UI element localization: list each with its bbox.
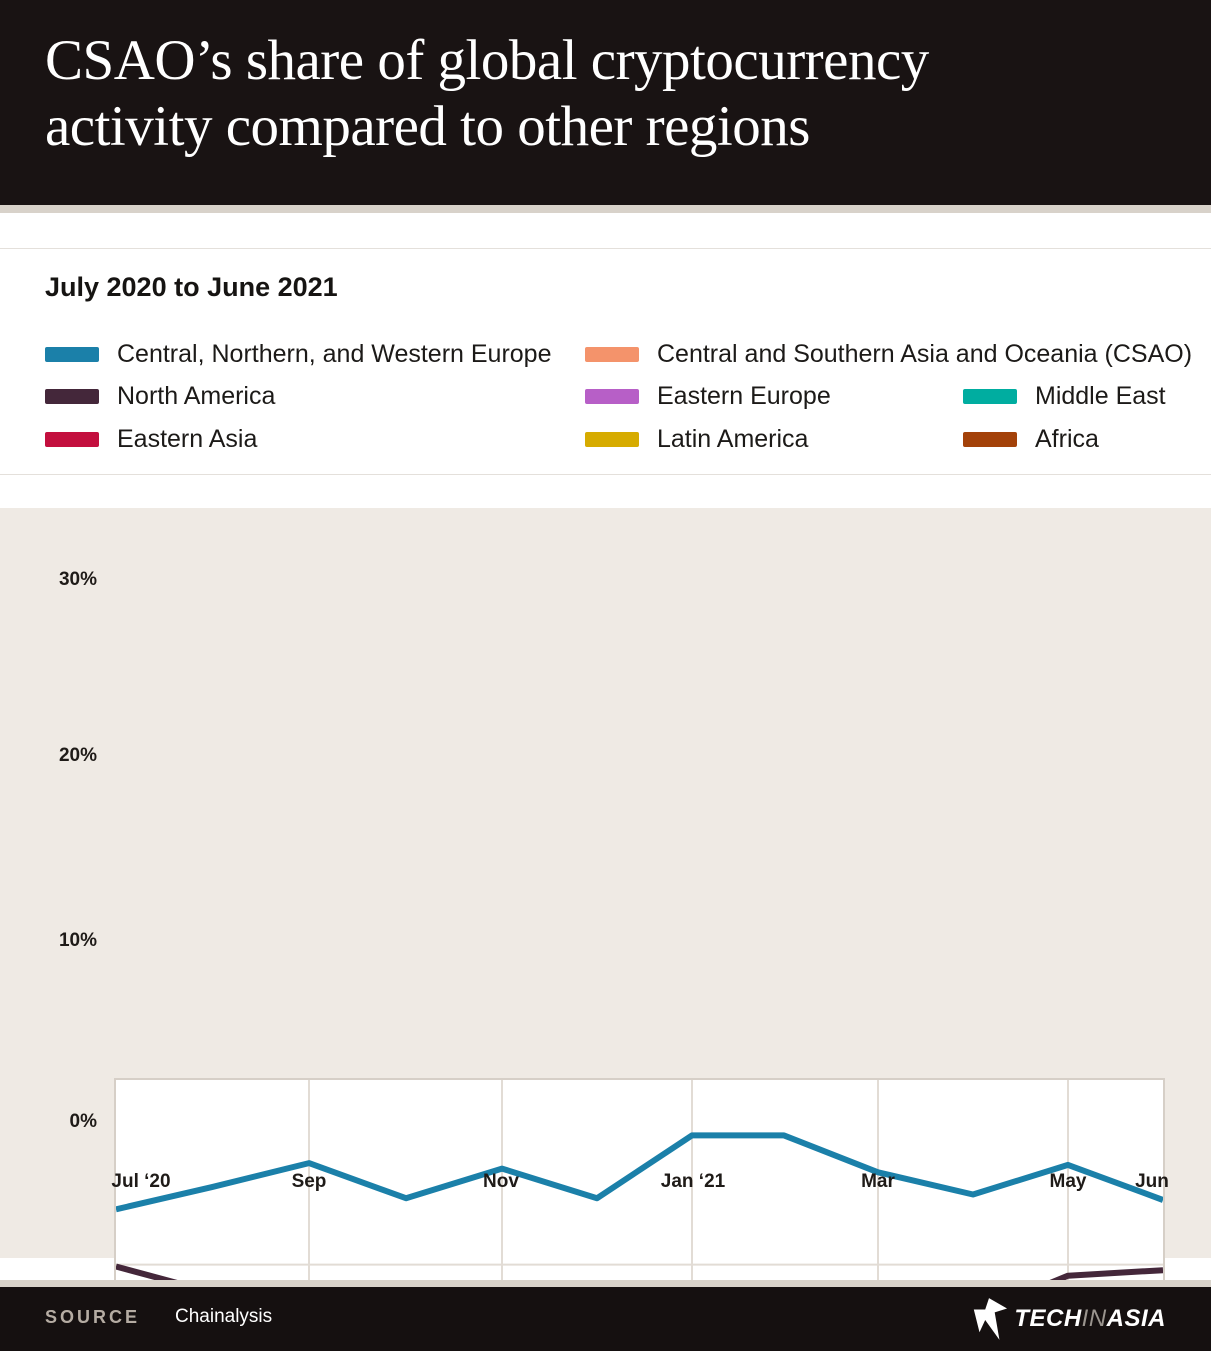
page-title: CSAO’s share of global cryptocurrency ac… [45, 28, 1165, 160]
brand-tech: TECH [1014, 1305, 1082, 1332]
brand-asia: ASIA [1106, 1305, 1166, 1332]
x-tick-label: Jun [1135, 1171, 1169, 1192]
legend-swatch [585, 347, 639, 362]
header-bar: CSAO’s share of global cryptocurrency ac… [0, 0, 1211, 205]
y-tick-label: 10% [58, 929, 97, 951]
legend-label: North America [117, 382, 276, 410]
legend-swatch [45, 432, 99, 447]
legend-label: Middle East [1035, 382, 1166, 410]
x-tick-label: Jan ‘21 [660, 1171, 726, 1192]
source-value: Chainalysis [175, 1306, 273, 1327]
divider-legend-bottom [0, 474, 1211, 475]
x-tick-label: Jul ‘20 [111, 1171, 171, 1192]
footer-divider-strip [0, 1280, 1211, 1287]
legend-label: Latin America [657, 425, 809, 453]
techinasia-logo: TECHINASIA [970, 1295, 1166, 1343]
chart-section: 30% 20% 10% 0% Jul ‘20 Sep Nov Jan ‘21 Mar May Ju… [0, 508, 1211, 1351]
y-tick-label: 20% [58, 745, 97, 767]
y-tick-label: 30% [58, 568, 97, 590]
legend-swatch [585, 389, 639, 404]
techinasia-wordmark: TECHINASIA [1014, 1305, 1166, 1333]
title-line-1: CSAO’s share of global cryptocurrency [45, 29, 929, 92]
y-tick-label: 0% [69, 1110, 97, 1132]
techinasia-arrow-icon [974, 1298, 1008, 1340]
chart-subtitle: July 2020 to June 2021 [45, 272, 338, 302]
source-label: SOURCE [45, 1307, 141, 1327]
legend-label: Africa [1035, 425, 1099, 453]
x-tick-label: Nov [483, 1171, 519, 1192]
legend-swatch [45, 347, 99, 362]
legend-label: Eastern Europe [657, 382, 831, 410]
footer-bar: SOURCE Chainalysis TECHINASIA [0, 1287, 1211, 1351]
title-line-2: activity compared to other regions [45, 95, 810, 158]
divider-top [0, 248, 1211, 249]
x-tick-label: Sep [291, 1171, 327, 1192]
series-line-central-northern-and-western-europe [116, 1132, 1163, 1213]
legend-label: Central and Southern Asia and Oceania (C… [657, 340, 1193, 368]
header-divider-strip [0, 205, 1211, 213]
legend-swatch [45, 389, 99, 404]
x-tick-label: May [1049, 1171, 1087, 1192]
legend-swatch [963, 432, 1017, 447]
x-tick-label: Mar [861, 1171, 895, 1192]
legend-label: Eastern Asia [117, 425, 258, 453]
legend-swatch [963, 389, 1017, 404]
legend-swatch [585, 432, 639, 447]
legend-label: Central, Northern, and Western Europe [117, 340, 552, 368]
brand-in: IN [1081, 1305, 1107, 1332]
